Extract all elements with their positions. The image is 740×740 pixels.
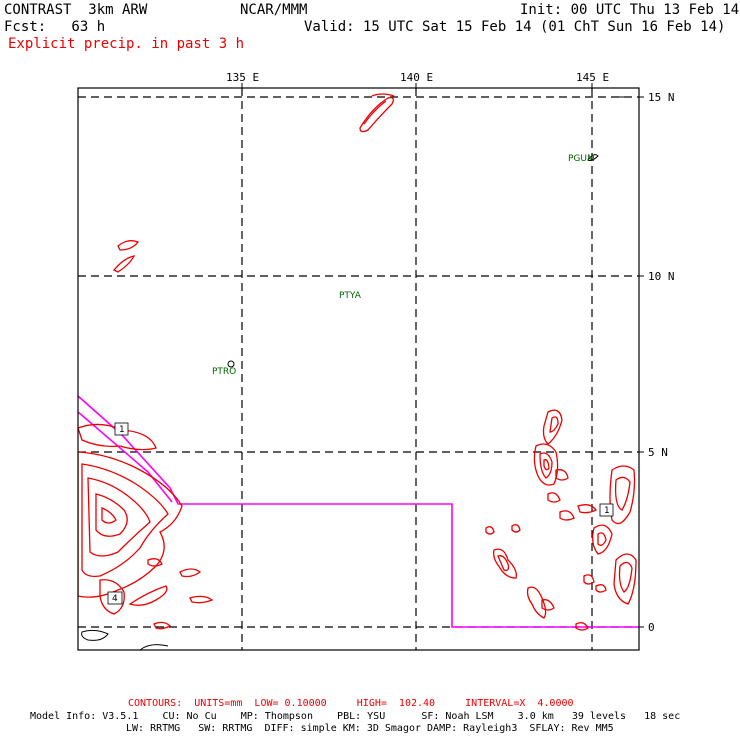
lon-label-140: 140 E	[400, 71, 434, 84]
precip-mass-west-core	[95, 493, 128, 537]
precip-cell-east-13	[485, 526, 495, 535]
precip-mass-west-outer	[78, 451, 183, 598]
coastline-new-guinea	[81, 629, 109, 641]
precip-cell-east-1	[542, 409, 563, 445]
frame-ticks	[241, 83, 644, 628]
contour-label-east: 1	[604, 506, 610, 516]
precip-cell-east-2-core	[543, 459, 550, 471]
precip-cell-east-3	[555, 469, 569, 481]
precip-cell-east-11	[526, 586, 547, 619]
precip-cell-east-2-inner	[539, 452, 553, 479]
precip-cell-east-15	[575, 622, 589, 631]
center-label: NCAR/MMM	[240, 2, 308, 18]
lon-label-145: 145 E	[576, 71, 610, 84]
precip-cell-east-10-inner	[497, 555, 510, 572]
map-frame	[77, 87, 640, 651]
precip-cell-east-1-inner	[549, 416, 559, 433]
precip-cell-north	[359, 96, 394, 133]
precip-cell-east-2	[533, 443, 559, 486]
precip-cell-east-12	[541, 599, 555, 611]
contour-info: CONTOURS: UNITS=mm LOW= 0.10000 HIGH= 10…	[128, 698, 574, 709]
model-info-line1: Model Info: V3.5.1 CU: No Cu MP: Thompso…	[30, 711, 681, 722]
precip-mass-west-mid	[81, 463, 169, 578]
station-ptro: PTRO	[212, 367, 236, 377]
precip-cell-north-edge	[371, 93, 395, 97]
precip-cell-west-1	[117, 240, 140, 251]
lon-label-135: 135 E	[226, 71, 260, 84]
model-info-line2: LW: RRTMG SW: RRTMG DIFF: simple KM: 3D …	[126, 723, 614, 734]
precip-mass-west-peak	[101, 507, 117, 524]
coastline-guam	[587, 154, 599, 161]
precip-mass-west-top	[78, 423, 157, 451]
station-pgum: PGUM	[568, 154, 595, 164]
valid-time: Valid: 15 UTC Sat 15 Feb 14 (01 ChT Sun …	[304, 19, 726, 35]
precip-cell-south-2	[189, 595, 214, 604]
forecast-hour: Fcst: 63 h	[4, 19, 106, 35]
precip-cell-east-7	[592, 524, 613, 555]
boundary-inner	[78, 411, 173, 503]
precip-cell-east-10	[492, 548, 517, 579]
model-title: CONTRAST 3km ARW	[4, 2, 148, 18]
coastline-south	[139, 644, 169, 650]
graticule	[78, 88, 639, 650]
contour-label-west: 1	[119, 425, 125, 435]
station-ptya: PTYA	[339, 291, 362, 301]
precip-cell-east-8-inner	[618, 561, 633, 593]
precip-cell-east-5	[559, 510, 575, 521]
precip-cell-east-edge-inner	[614, 476, 631, 511]
precip-cell-south-1	[179, 568, 202, 578]
precip-cell-southwest	[99, 579, 125, 615]
field-title: Explicit precip. in past 3 h	[8, 36, 245, 52]
coastline-palau	[227, 360, 235, 368]
boundary-line	[78, 395, 639, 628]
precip-cell-west-2	[112, 255, 136, 273]
precip-cell-east-edge	[609, 465, 636, 525]
precip-cell-east-7-inner	[597, 532, 607, 546]
coastlines	[81, 96, 624, 650]
precip-cell-east-14	[511, 524, 521, 533]
contour-value-labels: 1 1 4	[107, 422, 614, 605]
precip-cell-east-6	[577, 504, 597, 514]
precip-cell-east-16	[595, 584, 607, 593]
lat-label-5n: 5 N	[648, 446, 668, 459]
stations: PGUM PTYA PTRO	[212, 154, 595, 377]
precip-contours	[78, 93, 637, 631]
precip-cell-south-3	[153, 621, 172, 630]
domain-boundary	[78, 395, 639, 628]
lat-label-10n: 10 N	[648, 270, 675, 283]
init-time: Init: 00 UTC Thu 13 Feb 14	[520, 2, 740, 18]
precip-cell-south-4	[147, 558, 163, 567]
precip-cell-north-inner	[363, 100, 387, 125]
contour-label-southwest: 4	[112, 594, 118, 604]
precip-cell-east-8	[613, 553, 637, 605]
lat-label-0: 0	[648, 621, 655, 634]
precip-cell-southwest-2	[128, 585, 168, 606]
precip-cell-east-9	[583, 574, 595, 585]
lat-label-15n: 15 N	[648, 91, 675, 104]
precip-cell-east-4	[547, 492, 561, 503]
precip-mass-west-inner	[87, 477, 151, 557]
